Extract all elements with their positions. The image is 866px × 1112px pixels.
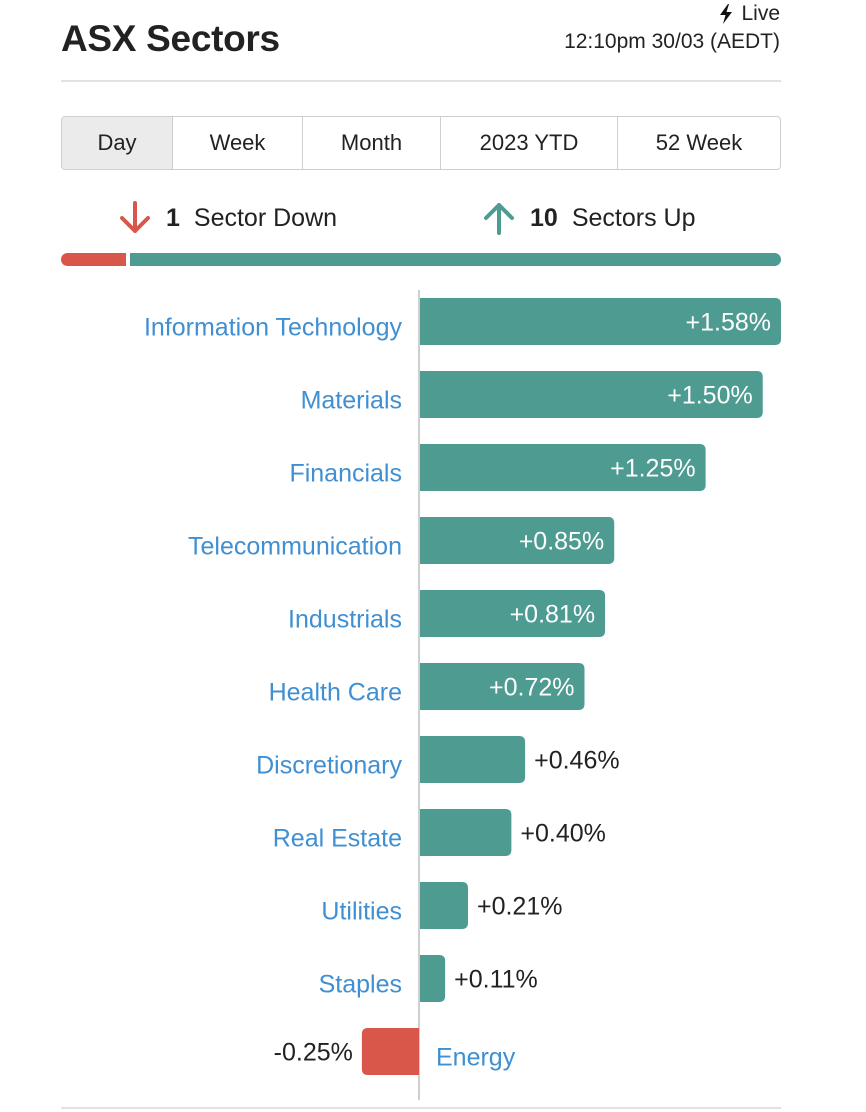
category-label[interactable]: Information Technology [144,314,403,342]
sectors-up-label: Sectors Up [571,203,696,232]
timestamp: 12:10pm 30/03 (AEDT) [564,30,780,53]
category-label[interactable]: Telecommunication [188,533,402,561]
value-label: +1.58% [686,309,772,337]
value-label: +0.40% [520,820,606,848]
bar-information-technology[interactable] [420,298,781,345]
bar-energy[interactable] [361,1028,419,1075]
tab-day[interactable]: Day [62,117,172,169]
tab-month[interactable]: Month [302,117,440,169]
bar-materials[interactable] [420,371,763,418]
value-label: +1.50% [667,382,753,410]
category-label[interactable]: Health Care [269,679,402,707]
sectors-up-summary: 10 Sectors Up [482,200,695,236]
arrow-up-icon [484,203,514,235]
live-indicator: Live [717,2,780,26]
sectors-down-label: Sector Down [193,203,338,232]
value-label: +0.85% [519,528,605,556]
value-label: +0.46% [534,747,620,775]
bar-real-estate[interactable] [420,809,512,856]
bar-discretionary[interactable] [420,736,526,783]
tab-52-week[interactable]: 52 Week [617,117,780,169]
value-label: +0.72% [489,674,575,702]
value-label: +1.25% [610,455,696,483]
sector-bar-chart: Information Technology +1.58% Materials +1.… [144,290,781,1100]
arrow-down-icon [120,201,150,233]
sectors-up-count: 10 [530,203,558,232]
lightning-bolt-icon [720,4,733,24]
category-label[interactable]: Discretionary [256,752,402,780]
sectors-down-summary: 1 Sector Down [118,200,337,236]
category-label[interactable]: Financials [289,460,402,488]
bar-utilities[interactable] [420,882,468,929]
breadth-down-segment [61,253,127,266]
category-label[interactable]: Real Estate [273,825,402,853]
market-breadth-bar [61,253,781,266]
value-label: -0.25% [274,1039,353,1067]
tab-2023-ytd[interactable]: 2023 YTD [440,117,617,169]
category-label[interactable]: Industrials [288,606,402,634]
bar-financials[interactable] [420,444,706,491]
period-tabs: Day Week Month 2023 YTD 52 Week [61,116,781,170]
tab-week[interactable]: Week [172,117,302,169]
live-label: Live [741,2,780,25]
breadth-up-segment [130,253,781,266]
bar-industrials[interactable] [420,590,606,637]
bar-health-care[interactable] [420,663,585,710]
bar-telecommunication[interactable] [420,517,615,564]
sectors-down-count: 1 [166,203,180,232]
value-label: +0.11% [454,966,538,994]
category-label[interactable]: Utilities [321,898,402,926]
value-label: +0.21% [477,893,563,921]
header-divider [61,80,781,82]
value-label: +0.81% [510,601,596,629]
page-title: ASX Sectors [61,18,280,59]
category-label[interactable]: Staples [319,971,402,999]
bar-staples[interactable] [420,955,446,1002]
category-label[interactable]: Energy [436,1044,516,1072]
category-label[interactable]: Materials [301,387,402,415]
footer-divider [61,1107,781,1109]
